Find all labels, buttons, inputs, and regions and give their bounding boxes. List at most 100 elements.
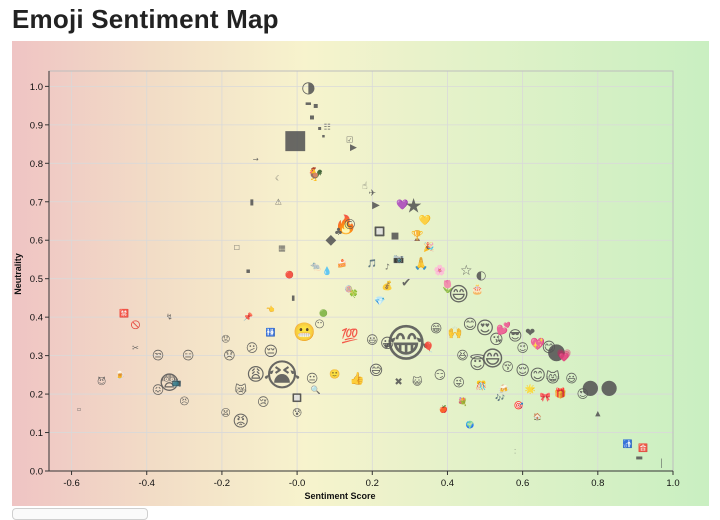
emoji-point: ▪ — [313, 101, 318, 110]
emoji-point: 😰 — [292, 408, 302, 419]
emoji-point: 😍 — [476, 318, 495, 339]
emoji-point: 🈴 — [638, 442, 648, 452]
y-tick-label: 0.0 — [30, 467, 43, 478]
emoji-point: 😁 — [430, 322, 443, 336]
plot-area-border — [48, 70, 674, 472]
emoji-point: 💯 — [341, 327, 359, 344]
emoji-point: 😕 — [246, 341, 259, 355]
x-tick-label: 0.2 — [366, 478, 379, 489]
emoji-point: ☆ — [460, 263, 473, 279]
emoji-point: 😊 — [529, 365, 546, 384]
emoji-point: 💧 — [322, 266, 332, 276]
emoji-point: │ — [659, 458, 664, 468]
y-tick-label: 0.1 — [30, 428, 43, 439]
x-tick-label: 0.8 — [591, 478, 604, 489]
emoji-point: ▦ — [278, 243, 286, 252]
emoji-point: 🎁 — [554, 387, 566, 400]
emoji-point: ◑ — [301, 78, 315, 97]
emoji-point: 🐀 — [310, 262, 322, 272]
y-axis-label: Neutrality — [13, 253, 23, 295]
emoji-point: 🏠 — [533, 412, 542, 421]
emoji-point: 🔥 — [335, 213, 357, 235]
emoji-point: 🌟 — [525, 383, 536, 395]
emoji-point: 😃 — [366, 333, 379, 347]
emoji-point: → — [253, 155, 259, 163]
emoji-point: 😅 — [369, 363, 384, 379]
emoji-point: 😫 — [220, 408, 230, 419]
emoji-point: ▪ — [309, 113, 314, 122]
emoji-point: 🎶 — [495, 393, 505, 402]
emoji-point: 🙂 — [329, 369, 340, 380]
emoji-point: ❤ — [525, 326, 535, 340]
emoji-point: ● — [547, 339, 566, 364]
y-tick-label: 0.2 — [30, 390, 43, 401]
emoji-point: 🙌 — [447, 326, 462, 340]
emoji-point: ✂ — [132, 343, 139, 352]
emoji-point: 😄 — [448, 282, 469, 306]
emoji-point: 😺 — [412, 376, 423, 388]
emoji-point: ☝ — [362, 181, 368, 192]
emoji-point: 😐 — [306, 372, 319, 386]
emoji-point: 🈲 — [119, 308, 129, 318]
emoji-point: 🎉 — [423, 241, 434, 253]
emoji-point: 😖 — [152, 383, 165, 397]
emoji-point: ● — [600, 374, 617, 398]
y-tick-label: 0.6 — [30, 236, 43, 247]
emoji-point: 😄 — [481, 347, 504, 372]
emoji-point: 🟢 — [319, 308, 328, 317]
emoji-point: ↯ — [166, 313, 173, 322]
x-axis-label: Sentiment Score — [304, 491, 375, 501]
emoji-point: ♣ — [334, 227, 343, 238]
emoji-point: ★ — [405, 194, 423, 218]
emoji-point: 🔍 — [311, 385, 321, 395]
y-tick-label: 0.3 — [30, 351, 43, 362]
emoji-point: ▬ — [635, 453, 643, 462]
emoji-point: 🍻 — [498, 384, 509, 395]
emoji-point: 😃 — [565, 372, 578, 386]
y-tick-label: 0.9 — [30, 120, 43, 131]
emoji-point: 😂 — [383, 321, 430, 367]
emoji-point: 🔲 — [292, 392, 302, 402]
x-tick-label: 1.0 — [666, 478, 679, 489]
emoji-point: 💰 — [382, 279, 393, 291]
emoji-point: 😊 — [463, 317, 478, 333]
emoji-point: 🎂 — [471, 283, 483, 296]
emoji-point: 🎯 — [514, 401, 524, 410]
emoji-point: 😏 — [434, 368, 447, 382]
emoji-point: 😶 — [314, 319, 324, 330]
emoji-point: 🎊 — [476, 379, 487, 391]
emoji-point: ✔ — [401, 276, 411, 290]
emoji-point: 🌷 — [440, 279, 455, 293]
emoji-point: ✈ — [369, 189, 377, 199]
emoji-point: 😭 — [263, 356, 300, 394]
emoji-point: 😬 — [293, 322, 315, 343]
emoji-point: 😒 — [152, 349, 165, 363]
emoji-point: ✖ — [394, 377, 402, 388]
emoji-point: 😆 — [456, 349, 469, 363]
emoji-point: 😌 — [515, 363, 530, 379]
emoji-point: 🎀 — [540, 392, 551, 403]
scatter-plot: -0.6 -0.4 -0.2 -0.0 0.2 0.4 0.6 0.8 1.0 0.0 0.1 0.2… — [13, 70, 680, 501]
y-tick-label: 1.0 — [30, 82, 43, 93]
emoji-point: ⁚ — [514, 448, 516, 455]
emoji-point: ☾ — [275, 175, 281, 183]
emoji-point: 🍎 — [439, 404, 448, 413]
emoji-point: 🔴 — [285, 270, 294, 279]
y-tick-label: 0.8 — [30, 159, 43, 170]
emoji-point: 🌍 — [466, 420, 475, 429]
emoji-point: ⚠ — [275, 197, 282, 206]
y-tick-label: 0.5 — [30, 274, 43, 285]
emoji-point: 😞 — [223, 349, 236, 363]
emoji-point: 😩 — [246, 364, 265, 385]
emoji-point: 📷 — [393, 254, 404, 264]
emoji-point: 😟 — [221, 334, 230, 345]
emoji-point: 🏆 — [411, 229, 424, 242]
emoji-point: ▫ — [77, 406, 81, 413]
emoji-point: 💛 — [419, 215, 432, 227]
axes: -0.6 -0.4 -0.2 -0.0 0.2 0.4 0.6 0.8 1.0 0.0 0.1 0.2… — [30, 70, 680, 489]
emoji-point: ▮ — [250, 197, 254, 206]
emoji-point: 🎵 — [367, 259, 377, 268]
emoji-point: ◆ — [326, 232, 337, 248]
chart-frame: -0.6 -0.4 -0.2 -0.0 0.2 0.4 0.6 0.8 1.0 0.0 0.1 0.2… — [12, 41, 709, 506]
x-tick-label: 0.6 — [516, 478, 529, 489]
